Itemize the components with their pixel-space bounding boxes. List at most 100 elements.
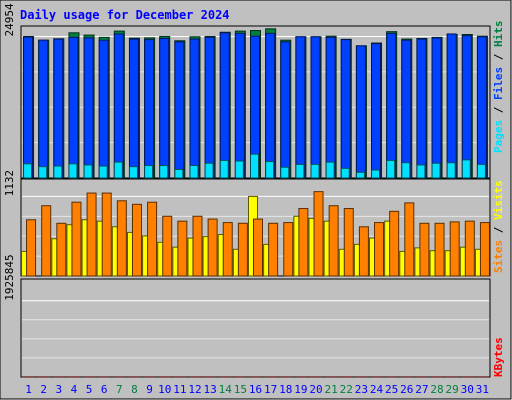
bar-visits-sites-day-4	[71, 201, 82, 277]
bar-hits-pages-day-17	[265, 161, 275, 179]
bar-visits-sites-day-5	[86, 192, 97, 277]
bar-hits-pages-day-29	[446, 162, 456, 179]
bar-hits-files-day-2	[38, 39, 49, 179]
bar-hits-pages-day-16	[250, 153, 259, 179]
panels-layer: 24954 1132 1925845 Pages / Files / Hits Site…	[3, 3, 505, 378]
day-label-9: 9	[146, 383, 153, 396]
day-label-4: 4	[71, 383, 78, 396]
bar-visits-sites-day-9	[147, 201, 158, 277]
bar-hits-files-day-29	[446, 33, 457, 179]
day-label-13: 13	[203, 383, 216, 396]
bar-hits-pages-day-11	[174, 168, 184, 179]
day-label-25: 25	[385, 383, 398, 396]
bar-visits-sites-day-6	[101, 192, 112, 277]
day-label-30: 30	[461, 383, 474, 396]
bar-hits-pages-day-1	[23, 163, 33, 179]
bar-hits-files-day-30	[461, 35, 472, 179]
bar-hits-pages-day-12	[189, 165, 199, 179]
bar-visits-sites-day-2	[41, 205, 52, 277]
bar-visits-sites-day-27	[419, 222, 430, 277]
bar-visits-sites-day-3	[56, 222, 67, 277]
bar-hits-files-day-10	[159, 37, 170, 179]
bar-hits-files-day-11	[174, 41, 185, 179]
bar-hits-files-day-7	[113, 33, 124, 179]
legend-label-hits: Hits	[492, 21, 505, 48]
bar-hits-pages-day-30	[461, 159, 471, 179]
bar-hits-pages-day-2	[38, 166, 48, 179]
bar-visits-sites-day-25	[389, 210, 400, 277]
day-label-31: 31	[476, 383, 489, 396]
bar-hits-pages-day-4	[68, 163, 78, 179]
bar-hits-files-day-5	[83, 37, 94, 179]
day-label-27: 27	[415, 383, 428, 396]
bar-hits-pages-day-20	[310, 163, 320, 179]
bar-visits-sites-day-1	[26, 219, 37, 277]
legend-kbytes_panel: KBytes	[492, 337, 505, 377]
bar-visits-sites-day-29	[449, 221, 460, 277]
bar-hits-pages-day-6	[98, 165, 108, 179]
bar-hits-pages-day-7	[113, 161, 123, 179]
y-tick-label-kbytes: 1925845	[3, 254, 16, 300]
bar-hits-files-day-21	[325, 36, 336, 179]
bar-hits-pages-day-24	[371, 169, 381, 179]
legend-separator: /	[492, 100, 505, 120]
bar-hits-files-day-13	[204, 36, 215, 179]
day-label-11: 11	[173, 383, 186, 396]
day-label-14: 14	[219, 383, 233, 396]
bar-hits-pages-day-26	[401, 162, 411, 179]
day-label-18: 18	[279, 383, 292, 396]
day-label-19: 19	[294, 383, 307, 396]
bar-hits-files-day-27	[416, 38, 427, 179]
bar-hits-files-day-17	[265, 32, 276, 179]
bar-hits-files-day-8	[128, 38, 139, 179]
bar-hits-pages-day-10	[159, 165, 169, 179]
legend-label-files: Files	[492, 67, 505, 100]
bar-hits-files-day-25	[386, 32, 397, 179]
bar-visits-sites-day-21	[328, 205, 339, 277]
bar-hits-files-day-19	[295, 36, 306, 179]
bar-hits-files-day-31	[476, 36, 487, 179]
bar-hits-pages-day-27	[416, 164, 426, 179]
bar-visits-sites-day-23	[358, 226, 369, 277]
bar-visits-sites-day-22	[343, 208, 354, 277]
bar-visits-sites-day-24	[374, 222, 385, 277]
bar-hits-files-day-9	[144, 39, 155, 179]
bar-visits-sites-day-19	[298, 208, 309, 277]
bar-hits-files-day-20	[310, 36, 321, 179]
bar-visits-sites-day-18	[283, 222, 294, 277]
bar-visits-sites-day-17	[268, 222, 279, 277]
day-label-20: 20	[309, 383, 322, 396]
day-label-2: 2	[40, 383, 47, 396]
bar-hits-pages-day-3	[53, 165, 63, 179]
legend-label-sites: Sites	[492, 240, 505, 273]
y-tick-label-hits: 24954	[3, 3, 16, 36]
bar-hits-pages-day-19	[295, 163, 305, 179]
legend-label-visits: Visits	[492, 180, 505, 220]
bar-hits-files-day-15	[234, 32, 245, 179]
bar-hits-files-day-14	[219, 32, 230, 179]
day-label-1: 1	[25, 383, 32, 396]
day-label-24: 24	[370, 383, 384, 396]
day-label-22: 22	[340, 383, 353, 396]
day-label-15: 15	[234, 383, 247, 396]
legend-hits_panel: Pages / Files / Hits	[492, 21, 505, 154]
bar-visits-sites-day-20	[313, 191, 324, 277]
bar-hits-files-day-4	[68, 36, 79, 179]
bar-visits-sites-day-30	[464, 220, 475, 277]
bar-hits-pages-day-15	[234, 160, 244, 179]
bar-hits-files-day-6	[98, 39, 109, 179]
bar-hits-pages-day-13	[204, 162, 214, 179]
bar-hits-files-day-1	[23, 36, 34, 179]
bar-hits-pages-day-5	[83, 164, 93, 179]
bar-visits-sites-day-15	[237, 222, 248, 277]
day-label-28: 28	[430, 383, 443, 396]
bar-hits-pages-day-22	[340, 167, 350, 179]
bar-hits-files-day-3	[53, 38, 64, 179]
bar-hits-files-day-22	[340, 39, 351, 179]
day-label-29: 29	[446, 383, 459, 396]
bar-hits-pages-day-8	[128, 166, 138, 179]
bar-visits-sites-day-26	[404, 202, 415, 277]
bar-hits-files-day-12	[189, 38, 200, 179]
day-label-6: 6	[101, 383, 108, 396]
